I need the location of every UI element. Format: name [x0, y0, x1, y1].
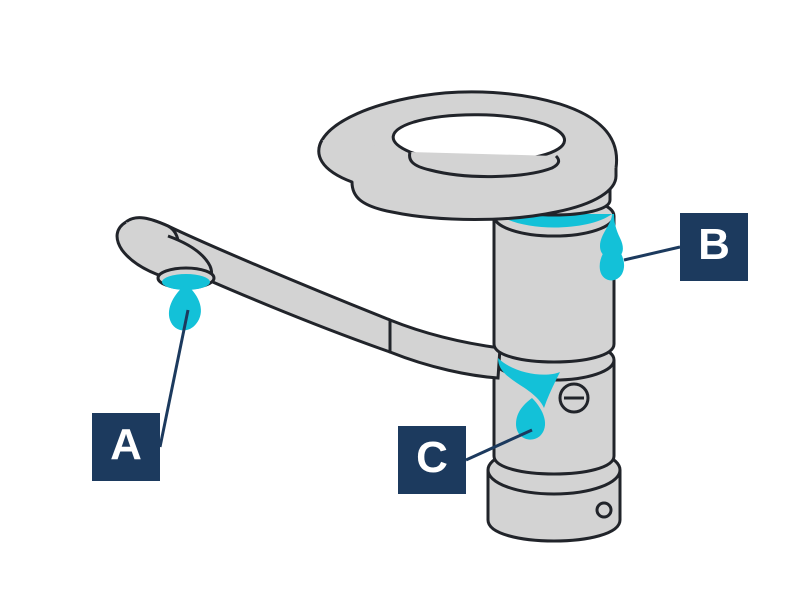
spout-root	[390, 320, 500, 378]
leader-b	[624, 247, 680, 260]
screw-icon	[560, 384, 588, 412]
label-a-text: A	[110, 420, 142, 470]
label-b-text: B	[698, 220, 730, 270]
label-b: B	[680, 213, 748, 281]
faucet-diagram	[0, 0, 804, 600]
faucet-handle	[319, 92, 617, 220]
diagram-stage: A B C	[0, 0, 804, 600]
label-c: C	[398, 426, 466, 494]
label-c-text: C	[416, 433, 448, 483]
label-a: A	[92, 413, 160, 481]
leader-a	[160, 310, 188, 447]
upper-cylinder	[494, 216, 614, 362]
